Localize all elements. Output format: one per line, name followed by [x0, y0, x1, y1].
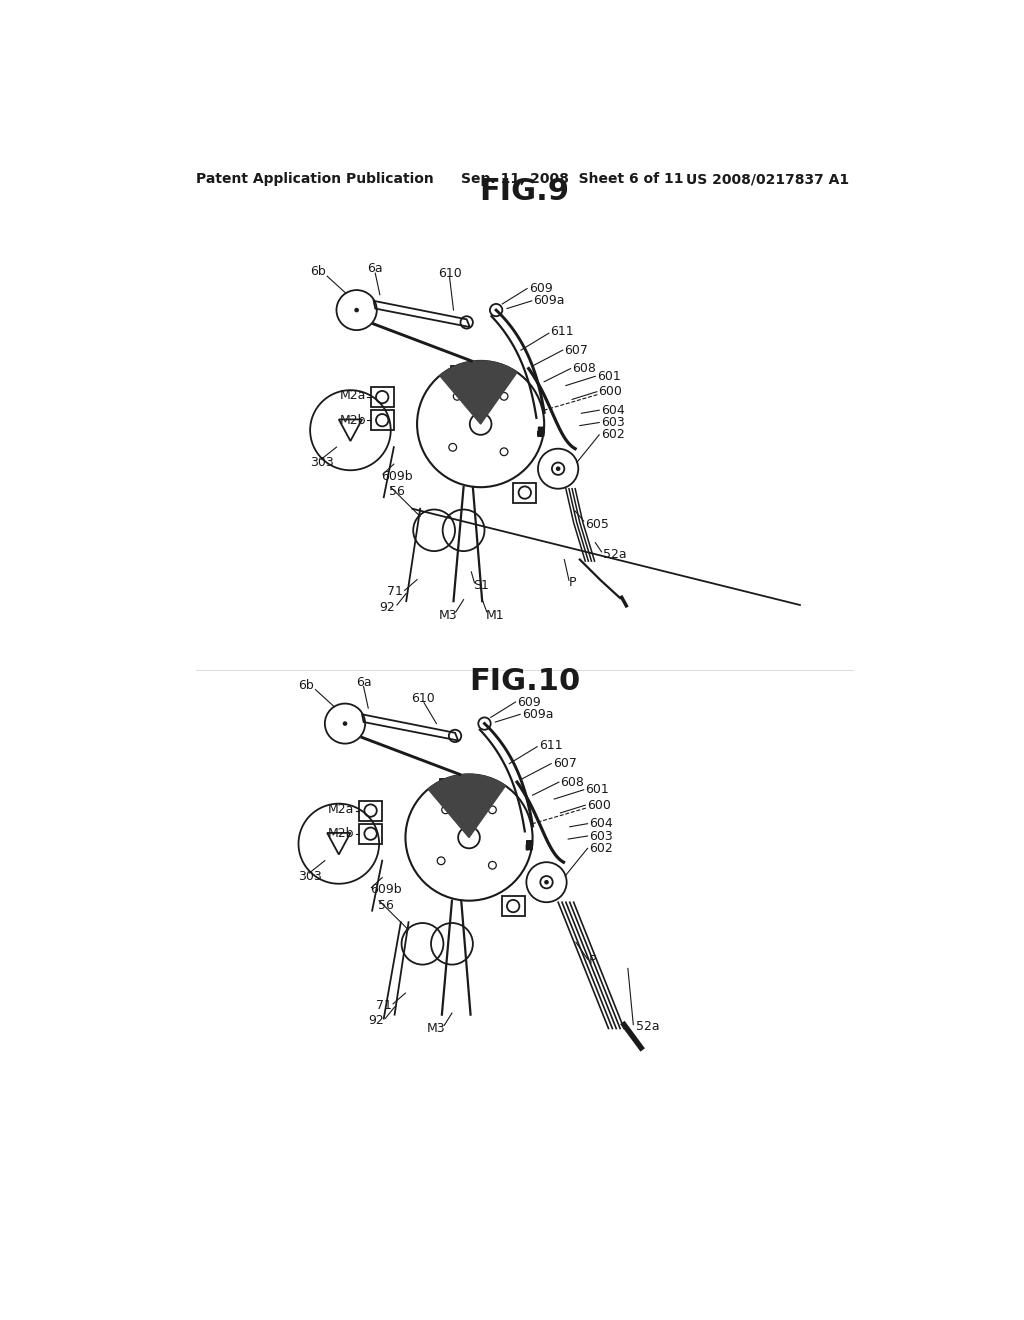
- Text: 605: 605: [586, 517, 609, 531]
- Text: M3: M3: [427, 1022, 445, 1035]
- Polygon shape: [428, 775, 506, 838]
- Text: 608: 608: [560, 776, 585, 788]
- Text: 6a: 6a: [355, 676, 372, 689]
- Text: 611: 611: [539, 739, 562, 751]
- Bar: [359, 800, 382, 821]
- Circle shape: [343, 721, 347, 726]
- Text: M2b: M2b: [339, 413, 366, 426]
- Text: 71: 71: [387, 585, 403, 598]
- Text: M2a: M2a: [328, 803, 354, 816]
- Bar: [439, 779, 463, 799]
- Text: 610: 610: [411, 693, 434, 705]
- Text: 608: 608: [572, 362, 596, 375]
- Text: P: P: [589, 954, 597, 968]
- Text: 56: 56: [378, 899, 393, 912]
- Bar: [371, 387, 394, 407]
- Text: 602: 602: [601, 428, 625, 441]
- Text: 601: 601: [586, 783, 609, 796]
- Text: FIG.9: FIG.9: [479, 177, 570, 206]
- Text: 303: 303: [299, 870, 323, 883]
- Text: 603: 603: [589, 829, 613, 842]
- Text: 604: 604: [589, 817, 613, 830]
- Text: 600: 600: [598, 385, 623, 399]
- Text: 52a: 52a: [636, 1020, 659, 1034]
- Polygon shape: [439, 360, 517, 424]
- Text: Sep. 11, 2008  Sheet 6 of 11: Sep. 11, 2008 Sheet 6 of 11: [461, 172, 684, 186]
- Text: 6b: 6b: [310, 265, 326, 279]
- Text: 604: 604: [601, 404, 625, 417]
- Bar: [371, 411, 394, 430]
- Bar: [513, 483, 537, 503]
- Text: 56: 56: [389, 486, 406, 499]
- Text: 603: 603: [601, 416, 625, 429]
- Text: 601: 601: [597, 370, 621, 383]
- Text: 52a: 52a: [603, 548, 627, 561]
- Bar: [502, 896, 524, 916]
- Text: 607: 607: [564, 343, 588, 356]
- Text: 610: 610: [437, 268, 462, 280]
- Text: 609b: 609b: [381, 470, 413, 483]
- Text: 611: 611: [550, 325, 574, 338]
- Text: 92: 92: [380, 601, 395, 614]
- Text: 609a: 609a: [521, 708, 553, 721]
- Text: FIG.10: FIG.10: [469, 667, 581, 696]
- Text: 600: 600: [587, 799, 610, 812]
- Text: 609: 609: [517, 696, 541, 709]
- Text: 71: 71: [376, 999, 391, 1012]
- Text: 303: 303: [310, 455, 334, 469]
- Text: M3: M3: [438, 609, 458, 622]
- Text: 602: 602: [589, 842, 613, 855]
- Text: Patent Application Publication: Patent Application Publication: [197, 172, 434, 186]
- Text: M1: M1: [485, 609, 504, 622]
- Text: S1: S1: [473, 579, 488, 593]
- Circle shape: [544, 880, 549, 884]
- Bar: [452, 366, 474, 385]
- Circle shape: [556, 466, 560, 471]
- Circle shape: [354, 308, 359, 313]
- Text: US 2008/0217837 A1: US 2008/0217837 A1: [686, 172, 849, 186]
- Text: 609b: 609b: [370, 883, 401, 896]
- Text: M2b: M2b: [328, 828, 354, 841]
- Bar: [359, 824, 382, 843]
- Text: M2a: M2a: [340, 389, 366, 403]
- Text: 609a: 609a: [534, 294, 565, 308]
- Text: 607: 607: [553, 758, 577, 770]
- Text: 6b: 6b: [298, 678, 314, 692]
- Text: P: P: [569, 576, 577, 589]
- Text: 609: 609: [528, 282, 552, 296]
- Text: 92: 92: [368, 1014, 384, 1027]
- Text: 6a: 6a: [368, 261, 383, 275]
